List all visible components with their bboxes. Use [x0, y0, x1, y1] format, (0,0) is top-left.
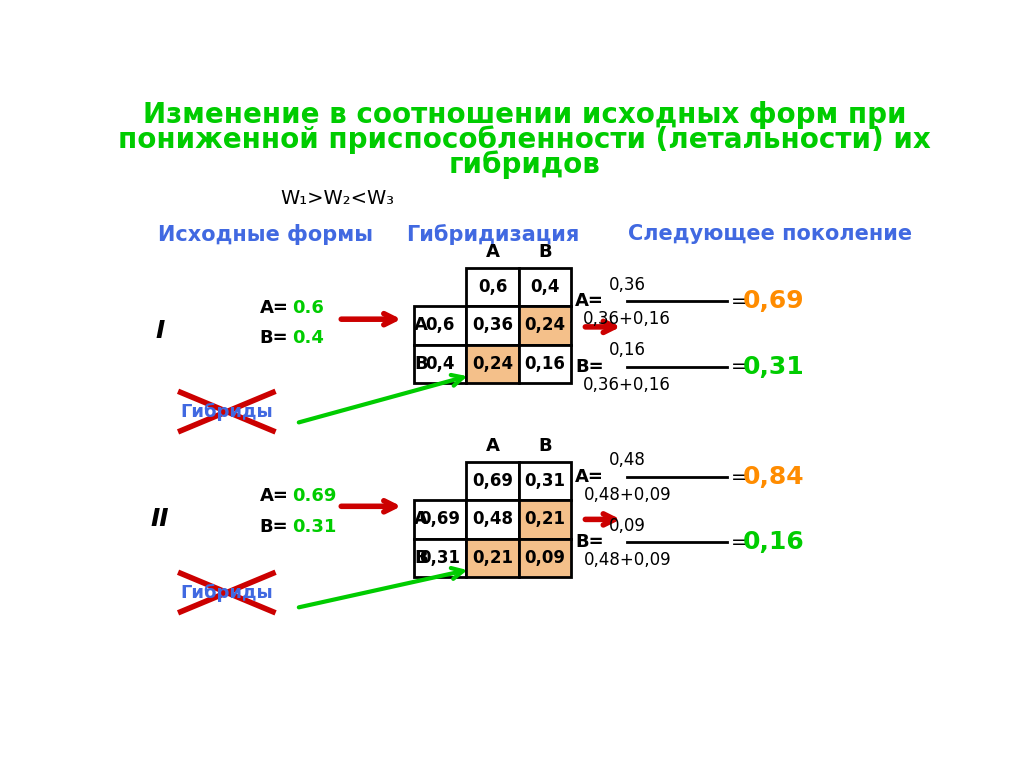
- Text: I: I: [156, 319, 165, 343]
- Text: 0,48: 0,48: [472, 510, 513, 528]
- Text: B: B: [414, 549, 428, 567]
- Text: Изменение в соотношении исходных форм при: Изменение в соотношении исходных форм пр…: [143, 101, 906, 129]
- Bar: [518, 344, 571, 383]
- Text: 0,69: 0,69: [420, 510, 461, 528]
- Bar: [466, 306, 518, 344]
- Text: 0,31: 0,31: [742, 355, 805, 379]
- Text: A=: A=: [259, 298, 289, 317]
- Text: B=: B=: [260, 330, 289, 347]
- Text: 0.6: 0.6: [292, 298, 325, 317]
- Bar: [518, 538, 571, 577]
- Text: 0,36+0,16: 0,36+0,16: [584, 310, 671, 328]
- Text: Исходные формы: Исходные формы: [158, 224, 373, 245]
- Text: =: =: [730, 533, 748, 552]
- Text: 0,24: 0,24: [524, 316, 565, 334]
- Text: 0,36: 0,36: [472, 316, 513, 334]
- Text: Гибриды: Гибриды: [180, 584, 273, 601]
- Text: Гибриды: Гибриды: [180, 403, 273, 420]
- Text: 0,24: 0,24: [472, 355, 513, 373]
- Text: 0.31: 0.31: [292, 518, 337, 536]
- Text: 0,48: 0,48: [609, 451, 646, 469]
- Text: 0,09: 0,09: [524, 549, 565, 567]
- Text: 0,16: 0,16: [742, 531, 805, 555]
- Text: B: B: [538, 243, 552, 262]
- Text: 0,4: 0,4: [530, 278, 559, 296]
- Text: Гибридизация: Гибридизация: [406, 224, 580, 245]
- Text: 0,48+0,09: 0,48+0,09: [584, 486, 671, 504]
- Text: W₁>W₂<W₃: W₁>W₂<W₃: [281, 189, 394, 208]
- Bar: [414, 538, 466, 577]
- Text: =: =: [730, 468, 748, 486]
- Bar: [518, 306, 571, 344]
- Text: A: A: [485, 243, 500, 262]
- Text: 0,69: 0,69: [742, 289, 804, 314]
- Text: B=: B=: [575, 358, 604, 376]
- Text: 0,36+0,16: 0,36+0,16: [584, 376, 671, 393]
- Text: 0,69: 0,69: [472, 472, 513, 490]
- Text: 0,6: 0,6: [425, 316, 455, 334]
- Bar: [466, 344, 518, 383]
- Text: гибридов: гибридов: [449, 150, 601, 179]
- Bar: [518, 268, 571, 306]
- Bar: [466, 500, 518, 538]
- Text: B: B: [538, 437, 552, 456]
- Text: 0,84: 0,84: [742, 465, 804, 489]
- Text: 0,21: 0,21: [472, 549, 513, 567]
- Text: II: II: [151, 508, 169, 532]
- Text: 0,48+0,09: 0,48+0,09: [584, 551, 671, 569]
- Text: =: =: [730, 357, 748, 377]
- Text: пониженной приспособленности (летальности) их: пониженной приспособленности (летальност…: [119, 126, 931, 154]
- Bar: [466, 268, 518, 306]
- Text: 0,6: 0,6: [478, 278, 507, 296]
- Bar: [414, 500, 466, 538]
- Text: 0,4: 0,4: [425, 355, 455, 373]
- Text: 0,21: 0,21: [524, 510, 565, 528]
- Text: 0,16: 0,16: [608, 341, 646, 359]
- Text: A=: A=: [575, 468, 604, 486]
- Text: A=: A=: [575, 292, 604, 311]
- Text: B=: B=: [260, 518, 289, 536]
- Text: 0,16: 0,16: [524, 355, 565, 373]
- Text: 0,31: 0,31: [524, 472, 565, 490]
- Text: =: =: [730, 292, 748, 311]
- Bar: [466, 462, 518, 500]
- Bar: [518, 500, 571, 538]
- Bar: [466, 538, 518, 577]
- Bar: [518, 462, 571, 500]
- Text: 0,36: 0,36: [608, 275, 646, 294]
- Bar: [414, 344, 466, 383]
- Text: 0,09: 0,09: [609, 516, 646, 535]
- Text: B: B: [414, 355, 428, 373]
- Text: Следующее поколение: Следующее поколение: [628, 225, 911, 245]
- Text: B=: B=: [575, 534, 604, 551]
- Text: 0,31: 0,31: [420, 549, 461, 567]
- Text: A: A: [485, 437, 500, 456]
- Text: A: A: [414, 316, 428, 334]
- Text: A=: A=: [259, 487, 289, 505]
- Text: A: A: [414, 510, 428, 528]
- Text: 0.69: 0.69: [292, 487, 337, 505]
- Text: 0.4: 0.4: [292, 330, 325, 347]
- Bar: [414, 306, 466, 344]
